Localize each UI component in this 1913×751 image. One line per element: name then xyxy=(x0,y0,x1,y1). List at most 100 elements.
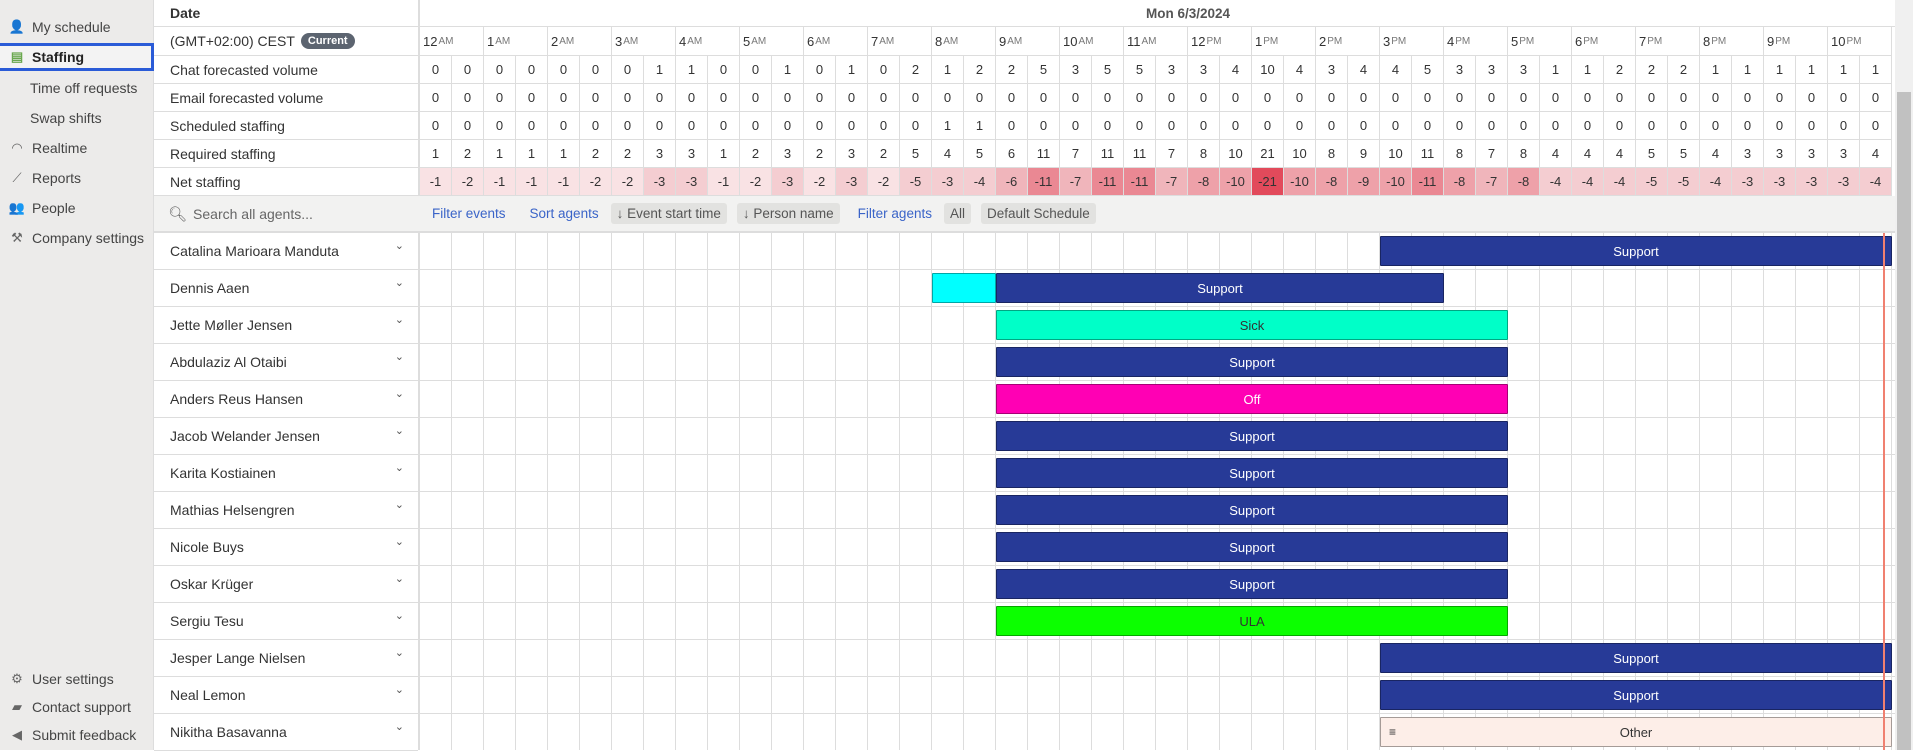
event-support[interactable]: Support xyxy=(996,273,1444,303)
sidebar-item-realtime[interactable]: ◠ Realtime xyxy=(0,134,154,162)
chevron-down-icon[interactable]: ⌄ xyxy=(394,499,404,511)
sidebar-item-company-settings[interactable]: ⚒ Company settings xyxy=(0,224,154,252)
row-divider xyxy=(420,454,1895,455)
metric-cell: 0 xyxy=(1444,84,1476,112)
agent-row[interactable]: Nicole Buys ⌄ xyxy=(154,529,418,566)
hour-number: 9 xyxy=(1767,33,1775,49)
metric-cell: -8 xyxy=(1508,168,1540,196)
event-support[interactable]: Support xyxy=(996,532,1508,562)
metric-cell: -2 xyxy=(580,168,612,196)
filter-chip-default-schedule[interactable]: Default Schedule xyxy=(980,203,1096,224)
agent-row[interactable]: Oskar Krüger ⌄ xyxy=(154,566,418,603)
sort-agents-link[interactable]: Sort agents xyxy=(529,206,599,221)
sidebar-item-time-off-requests[interactable]: Time off requests xyxy=(0,74,154,102)
sidebar-item-submit-feedback[interactable]: ◀ Submit feedback xyxy=(0,721,154,749)
agent-row[interactable]: Neal Lemon ⌄ xyxy=(154,677,418,714)
agent-row[interactable]: Anders Reus Hansen ⌄ xyxy=(154,381,418,418)
scrollbar-thumb[interactable] xyxy=(1897,92,1911,750)
filter-agents-link[interactable]: Filter agents xyxy=(857,206,932,221)
event-break[interactable] xyxy=(932,273,996,303)
hour-number: 7 xyxy=(871,33,879,49)
agent-row[interactable]: Abdulaziz Al Otaibi ⌄ xyxy=(154,344,418,381)
chevron-down-icon[interactable]: ⌄ xyxy=(394,388,404,400)
sidebar-item-staffing[interactable]: ▤ Staffing xyxy=(0,43,154,71)
chevron-down-icon[interactable]: ⌄ xyxy=(394,240,404,252)
metric-label: Email forecasted volume xyxy=(154,84,418,112)
agent-name: Dennis Aaen xyxy=(170,280,250,296)
sort-chip-person-name[interactable]: ↓ Person name xyxy=(736,203,840,224)
hour-header: 8 AM xyxy=(932,27,996,56)
metric-cell: 5 xyxy=(1636,140,1668,168)
chevron-down-icon[interactable]: ⌄ xyxy=(394,647,404,659)
event-support[interactable]: Support xyxy=(1380,680,1892,710)
row-divider xyxy=(420,417,1895,418)
hour-meridiem: AM xyxy=(1007,35,1023,47)
metric-cell: -1 xyxy=(516,168,548,196)
schedule-toolbar: Filter events Sort agents ↓ Event start … xyxy=(420,196,1895,233)
sidebar-item-reports[interactable]: ⟋ Reports xyxy=(0,164,154,192)
metric-cell: 0 xyxy=(1828,84,1860,112)
metric-cell: 11 xyxy=(1028,140,1060,168)
chevron-down-icon[interactable]: ⌄ xyxy=(394,573,404,585)
sidebar-item-label: Reports xyxy=(32,170,82,186)
metric-cell: 1 xyxy=(772,56,804,84)
vertical-scrollbar[interactable] xyxy=(1895,0,1913,750)
sidebar-item-my-schedule[interactable]: 👤 My schedule xyxy=(0,13,154,41)
gauge-icon: ◠ xyxy=(11,140,23,155)
metric-cell: 0 xyxy=(1188,84,1220,112)
event-sick[interactable]: Sick xyxy=(996,310,1508,340)
chevron-down-icon[interactable]: ⌄ xyxy=(394,721,404,733)
agent-row[interactable]: Mathias Helsengren ⌄ xyxy=(154,492,418,529)
chevron-down-icon[interactable]: ⌄ xyxy=(394,610,404,622)
metric-cell: -2 xyxy=(804,168,836,196)
agent-row[interactable]: Jette Møller Jensen ⌄ xyxy=(154,307,418,344)
hour-header: 5 PM xyxy=(1508,27,1572,56)
chevron-down-icon[interactable]: ⌄ xyxy=(394,684,404,696)
agent-row[interactable]: Dennis Aaen ⌄ xyxy=(154,270,418,307)
event-off[interactable]: Off xyxy=(996,384,1508,414)
chevron-down-icon[interactable]: ⌄ xyxy=(394,536,404,548)
sidebar-item-user-settings[interactable]: ⚙ User settings xyxy=(0,665,154,693)
event-support[interactable]: Support xyxy=(996,421,1508,451)
gear-icon: ⚙ xyxy=(11,671,23,686)
agent-row[interactable]: Jacob Welander Jensen ⌄ xyxy=(154,418,418,455)
metric-cell: 0 xyxy=(1252,112,1284,140)
chevron-down-icon[interactable]: ⌄ xyxy=(394,314,404,326)
event-label: ULA xyxy=(1239,613,1265,629)
metric-cell: 0 xyxy=(1476,112,1508,140)
filter-events-link[interactable]: Filter events xyxy=(432,206,506,221)
agent-row[interactable]: Karita Kostiainen ⌄ xyxy=(154,455,418,492)
event-support[interactable]: Support xyxy=(1380,643,1892,673)
chevron-down-icon[interactable]: ⌄ xyxy=(394,425,404,437)
event-other[interactable]: ≡ Other xyxy=(1380,717,1892,747)
sidebar-item-swap-shifts[interactable]: Swap shifts xyxy=(0,104,154,132)
search-input[interactable]: Search all agents... xyxy=(193,205,313,222)
metric-cell: 10 xyxy=(1252,56,1284,84)
metric-cell: 0 xyxy=(676,84,708,112)
staffing-icon: ▤ xyxy=(10,49,24,64)
agent-row[interactable]: Jesper Lange Nielsen ⌄ xyxy=(154,640,418,677)
hour-meridiem: PM xyxy=(1206,35,1222,47)
agent-row[interactable]: Catalina Marioara Manduta ⌄ xyxy=(154,233,418,270)
agent-row[interactable]: Nikitha Basavanna ⌄ xyxy=(154,714,418,751)
chevron-down-icon[interactable]: ⌄ xyxy=(394,351,404,363)
event-support[interactable]: Support xyxy=(1380,236,1892,266)
agent-row[interactable]: Sergiu Tesu ⌄ xyxy=(154,603,418,640)
metric-cell: 3 xyxy=(1060,56,1092,84)
event-support[interactable]: Support xyxy=(996,495,1508,525)
filter-chip-all[interactable]: All xyxy=(943,203,971,224)
event-support[interactable]: Support xyxy=(996,458,1508,488)
agent-search[interactable]: 🔍︎ Search all agents... xyxy=(154,196,420,233)
sidebar-item-people[interactable]: 👥 People xyxy=(0,194,154,222)
metric-cell: 0 xyxy=(1636,84,1668,112)
sort-chip-event-start[interactable]: ↓ Event start time xyxy=(610,203,727,224)
metric-label: Chat forecasted volume xyxy=(154,56,418,84)
chevron-down-icon[interactable]: ⌄ xyxy=(394,462,404,474)
chevron-down-icon[interactable]: ⌄ xyxy=(394,277,404,289)
sidebar-item-contact-support[interactable]: ▰ Contact support xyxy=(0,693,154,721)
event-support[interactable]: Support xyxy=(996,569,1508,599)
event-ula[interactable]: ULA xyxy=(996,606,1508,636)
event-support[interactable]: Support xyxy=(996,347,1508,377)
metric-cell: -4 xyxy=(1604,168,1636,196)
metric-cell: -4 xyxy=(1860,168,1892,196)
